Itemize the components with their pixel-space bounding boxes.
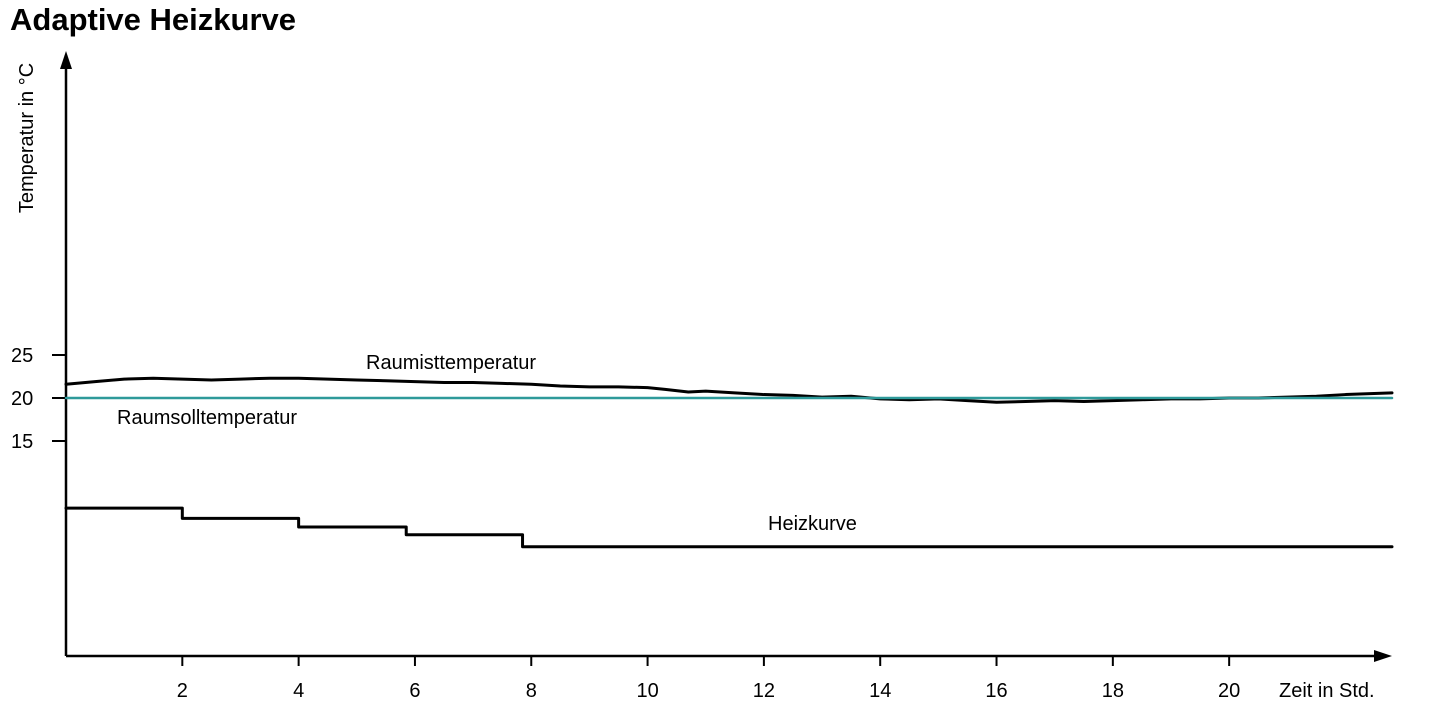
raumsolltemperatur-label: Raumsolltemperatur bbox=[117, 407, 297, 429]
y-tick-label: 25 bbox=[11, 345, 33, 367]
x-axis-arrow bbox=[1374, 650, 1392, 662]
x-tick-label: 4 bbox=[293, 680, 304, 702]
raumisttemperatur-label: Raumisttemperatur bbox=[366, 352, 536, 374]
axes bbox=[52, 51, 1392, 666]
x-tick-label: 14 bbox=[869, 680, 891, 702]
x-tick-label: 8 bbox=[526, 680, 537, 702]
series-layer bbox=[64, 376, 1394, 549]
x-tick-label: 2 bbox=[177, 680, 188, 702]
x-tick-label: 12 bbox=[753, 680, 775, 702]
x-tick-label: 20 bbox=[1218, 680, 1240, 702]
y-tick-label: 20 bbox=[11, 388, 33, 410]
labels-layer: 2 4 6 8 10 12 14 16 18 20 15 20 25 Zeit in Std. Temper… bbox=[11, 63, 1375, 702]
y-tick-label: 15 bbox=[11, 431, 33, 453]
x-tick-label: 6 bbox=[409, 680, 420, 702]
chart-title: Adaptive Heizkurve bbox=[10, 2, 296, 37]
x-tick-label: 10 bbox=[636, 680, 658, 702]
x-axis-label: Zeit in Std. bbox=[1279, 680, 1375, 702]
y-axis-label: Temperatur in °C bbox=[16, 63, 38, 213]
heizkurve-line bbox=[64, 506, 1394, 549]
raumisttemperatur-line bbox=[64, 376, 1394, 404]
heizkurve-label: Heizkurve bbox=[768, 513, 857, 535]
x-tick-label: 18 bbox=[1102, 680, 1124, 702]
y-axis-arrow bbox=[60, 51, 72, 69]
x-tick-label: 16 bbox=[985, 680, 1007, 702]
